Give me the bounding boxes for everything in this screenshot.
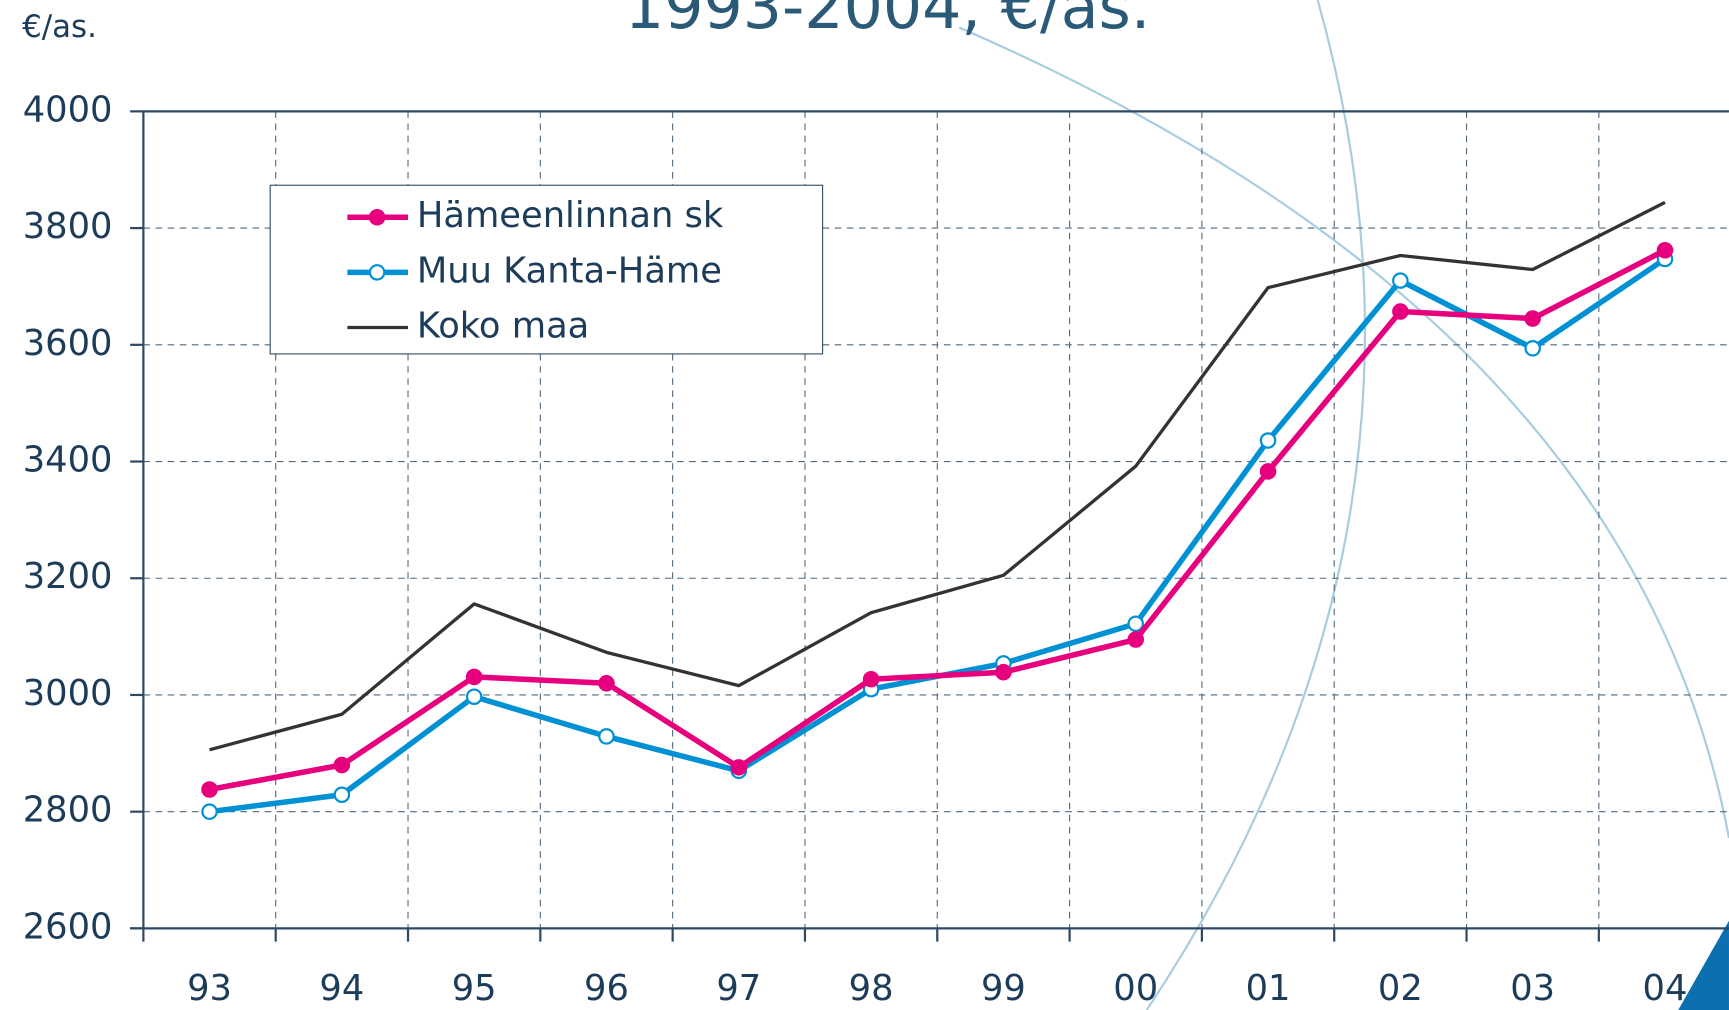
point — [467, 690, 481, 704]
x-tick-label: 01 — [1246, 968, 1291, 1009]
point — [1526, 311, 1540, 325]
point — [467, 670, 481, 684]
y-axis-label: €/as. — [22, 9, 97, 45]
point — [996, 665, 1010, 679]
point — [1261, 433, 1275, 447]
x-tick-label: 95 — [452, 968, 497, 1009]
page: {"chart_data": {"type": "line", "title":… — [0, 0, 1729, 1010]
legend-label: Koko maa — [417, 305, 589, 346]
point — [1658, 243, 1672, 257]
point — [1526, 341, 1540, 355]
plot: 93 94 95 96 97 98 99 00 01 02 03 04 2600 2800 3000 3200… — [23, 89, 1729, 1009]
point — [202, 805, 216, 819]
y-tick-label: 2600 — [23, 906, 113, 947]
x-tick-label: 93 — [187, 968, 232, 1009]
point — [335, 788, 349, 802]
y-tick-label: 3200 — [23, 556, 113, 597]
point — [599, 676, 613, 690]
x-tick-label: 99 — [981, 968, 1026, 1009]
y-tick-label: 3600 — [23, 323, 113, 364]
x-tick-label: 02 — [1378, 968, 1423, 1009]
legend-label: Muu Kanta-Häme — [417, 250, 722, 291]
point — [202, 782, 216, 796]
legend-label: Hämeenlinnan sk — [417, 195, 724, 236]
x-tick-label: 04 — [1643, 968, 1688, 1009]
point — [864, 672, 878, 686]
point — [1393, 304, 1407, 318]
decor-arc — [1147, 0, 1365, 1010]
y-tick-label: 3400 — [23, 440, 113, 481]
x-tick-label: 00 — [1113, 968, 1158, 1009]
point — [1129, 632, 1143, 646]
y-tick-label: 3000 — [23, 673, 113, 714]
y-tick-label: 3800 — [23, 206, 113, 247]
x-tick-label: 97 — [716, 968, 761, 1009]
legend-marker — [370, 265, 384, 279]
x-tick-label: 96 — [584, 968, 629, 1009]
x-tick-label: 94 — [319, 968, 364, 1009]
y-tick-label: 2800 — [23, 790, 113, 831]
point — [335, 758, 349, 772]
x-tick-label: 03 — [1510, 968, 1555, 1009]
y-tick-label: 4000 — [23, 89, 113, 130]
point — [732, 760, 746, 774]
point — [1261, 464, 1275, 478]
chart-title: 1993-2004, €/as. — [625, 0, 1150, 43]
x-tick-label: 98 — [849, 968, 894, 1009]
legend-marker — [370, 210, 384, 224]
decor-arc — [959, 28, 1729, 838]
chart: 1993-2004, €/as. €/as. 93 94 95 96 97 98 99 00 0… — [0, 0, 1729, 1010]
point — [599, 729, 613, 743]
point — [1393, 273, 1407, 287]
